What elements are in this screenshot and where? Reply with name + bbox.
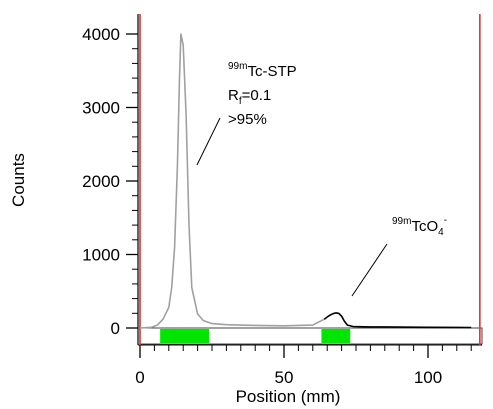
series-line — [139, 33, 325, 329]
y-axis-title: Counts — [9, 153, 28, 207]
y-tick-labels: 0 1000 2000 3000 4000 — [82, 25, 120, 338]
region-bars — [160, 329, 351, 343]
x-tick-label: 100 — [414, 368, 442, 387]
series-line — [323, 312, 472, 329]
y-tick-label: 0 — [111, 319, 120, 338]
y-tick-label: 3000 — [82, 99, 120, 118]
x-tick-label: 50 — [275, 368, 294, 387]
major-ticks — [126, 33, 429, 358]
svg-text:>95%: >95% — [228, 111, 267, 128]
svg-text:99mTcO4-: 99mTcO4- — [392, 215, 447, 238]
annotation-pointer-tc-stp — [196, 117, 221, 166]
y-tick-label: 1000 — [82, 246, 120, 265]
boundary-lines — [139, 14, 481, 345]
y-tick-label: 4000 — [82, 25, 120, 44]
annotation-tc-stp: 99mTc-STP Rf=0.1 >95% — [196, 61, 297, 166]
minor-ticks — [132, 33, 472, 351]
x-tick-labels: 0 50 100 — [135, 368, 442, 387]
annotation-pointer-tco4 — [351, 243, 388, 297]
region-bar — [160, 329, 210, 343]
svg-text:99mTc-STP: 99mTc-STP — [228, 61, 297, 80]
series-lines — [139, 33, 472, 329]
x-axis-title: Position (mm) — [236, 387, 341, 406]
x-tick-label: 0 — [135, 368, 144, 387]
svg-text:Rf=0.1: Rf=0.1 — [228, 87, 271, 107]
y-tick-label: 2000 — [82, 172, 120, 191]
annotation-tco4: 99mTcO4- — [351, 215, 447, 297]
region-bar — [321, 329, 351, 343]
